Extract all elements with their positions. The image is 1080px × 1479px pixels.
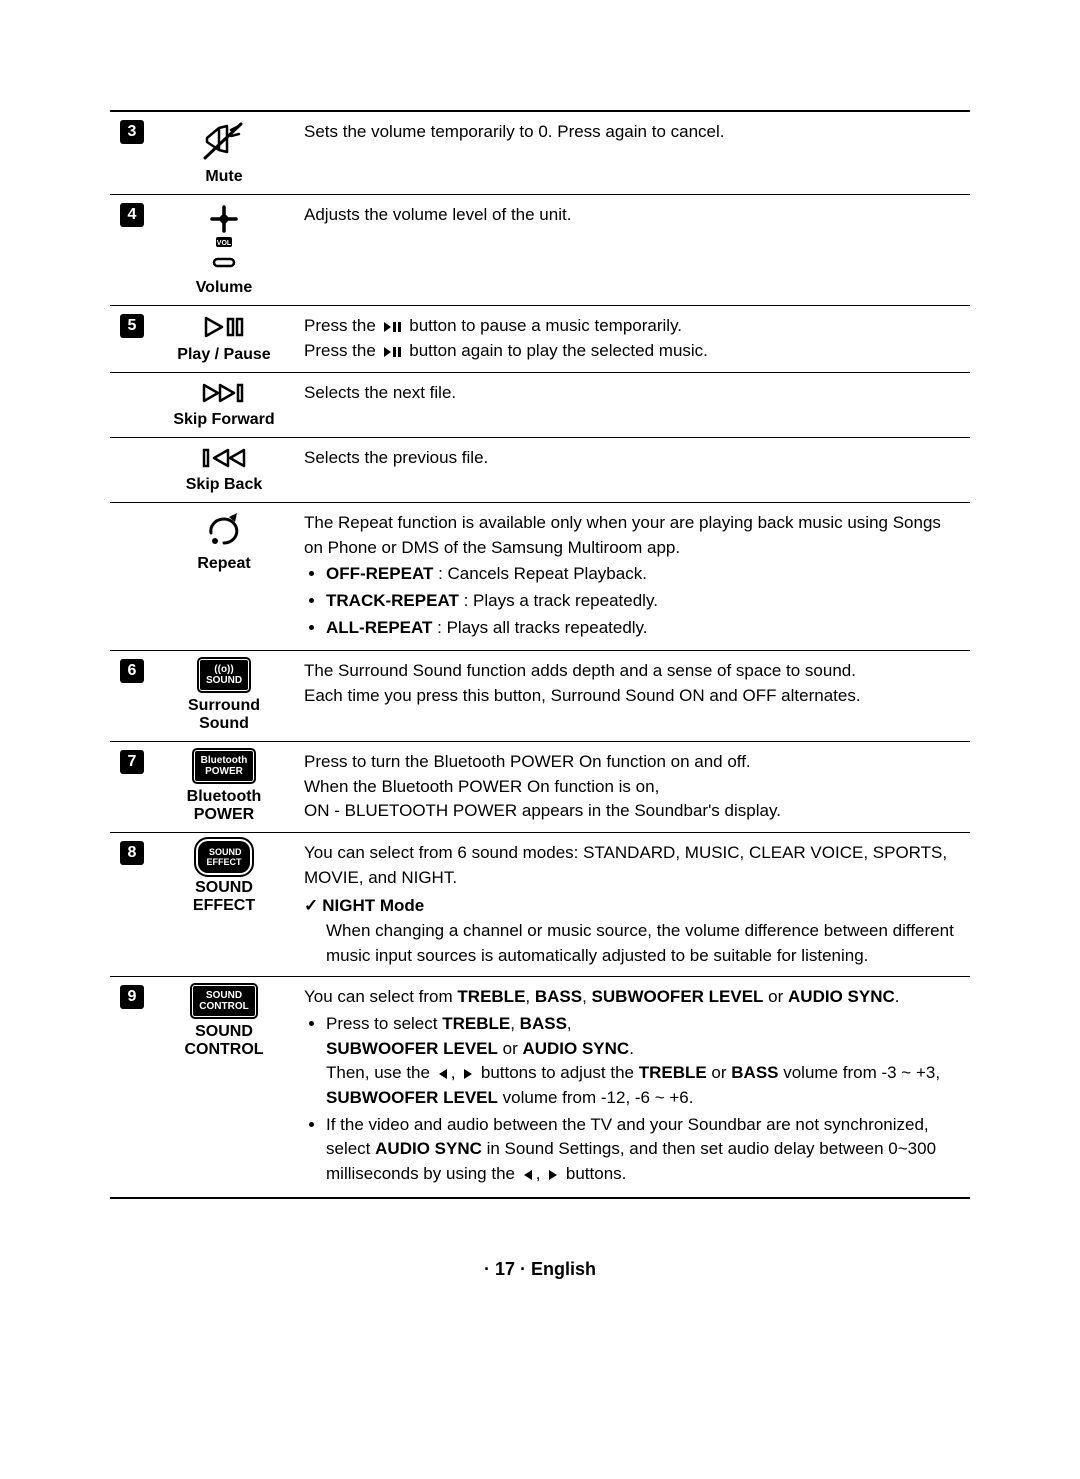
remote-button-table: 3 Mute Sets the volume temporarily to 0. … [110,110,970,1199]
row-number-cell: 4 [110,195,154,306]
soundeffect-icon: SOUNDEFFECT [164,841,284,873]
description-cell: The Repeat function is available only wh… [294,503,970,651]
icon-cell: Skip Back [154,438,294,503]
skipfwd-icon [164,381,284,405]
icon-label: SOUND CONTROL [164,1023,284,1059]
table-row: Skip Forward Selects the next file. [110,373,970,438]
icon-label: Volume [164,279,284,297]
number-badge: 8 [120,841,144,865]
number-badge: 7 [120,750,144,774]
description-cell: Press the button to pause a music tempor… [294,306,970,373]
row-number-cell: 6 [110,651,154,742]
icon-cell: Repeat [154,503,294,651]
icon-cell: VOL Volume [154,195,294,306]
table-row: 8 SOUNDEFFECT SOUND EFFECT You can select … [110,833,970,977]
row-number-cell: 8 [110,833,154,977]
table-row: Skip Back Selects the previous file. [110,438,970,503]
icon-label: Mute [164,168,284,186]
repeat-icon [164,511,284,549]
icon-cell: ((o))SOUND Surround Sound [154,651,294,742]
icon-label: Skip Back [164,476,284,494]
icon-cell: Play / Pause [154,306,294,373]
row-number-cell [110,503,154,651]
playpause-icon [164,314,284,340]
row-number-cell: 9 [110,977,154,1198]
page-number: 17 [495,1259,515,1279]
icon-cell: SOUNDCONTROL SOUND CONTROL [154,977,294,1198]
description-cell: You can select from 6 sound modes: STAND… [294,833,970,977]
description-cell: Press to turn the Bluetooth POWER On fun… [294,742,970,833]
description-cell: You can select from TREBLE, BASS, SUBWOO… [294,977,970,1198]
row-number-cell [110,438,154,503]
description-cell: Selects the previous file. [294,438,970,503]
svg-text:VOL: VOL [217,240,232,247]
description-cell: The Surround Sound function adds depth a… [294,651,970,742]
description-cell: Selects the next file. [294,373,970,438]
table-row: Repeat The Repeat function is available o… [110,503,970,651]
volume-icon: VOL [164,203,284,273]
icon-cell: SOUNDEFFECT SOUND EFFECT [154,833,294,977]
table-row: 3 Mute Sets the volume temporarily to 0. … [110,111,970,195]
number-badge: 4 [120,203,144,227]
table-row: 5 Play / Pause Press the button to pause … [110,306,970,373]
number-badge: 3 [120,120,144,144]
number-badge: 5 [120,314,144,338]
number-badge: 6 [120,659,144,683]
mute-icon [164,120,284,162]
table-row: 9 SOUNDCONTROL SOUND CONTROL You can select… [110,977,970,1198]
row-number-cell: 7 [110,742,154,833]
page-footer: · 17 · English [110,1259,970,1280]
icon-label: Skip Forward [164,411,284,429]
page-language: English [531,1259,596,1279]
btpower-icon: BluetoothPOWER [164,750,284,782]
row-number-cell [110,373,154,438]
row-number-cell: 3 [110,111,154,195]
icon-label: Bluetooth POWER [164,788,284,824]
table-row: 7 BluetoothPOWER Bluetooth POWER Press to t… [110,742,970,833]
icon-cell: Mute [154,111,294,195]
table-row: 4 VOL VolumeAdjusts the volume level of … [110,195,970,306]
icon-label: Repeat [164,555,284,573]
soundcontrol-icon: SOUNDCONTROL [164,985,284,1017]
row-number-cell: 5 [110,306,154,373]
icon-cell: Skip Forward [154,373,294,438]
number-badge: 9 [120,985,144,1009]
icon-cell: BluetoothPOWER Bluetooth POWER [154,742,294,833]
surround-icon: ((o))SOUND [164,659,284,691]
icon-label: Play / Pause [164,346,284,364]
table-row: 6 ((o))SOUND Surround Sound The Surround So… [110,651,970,742]
icon-label: Surround Sound [164,697,284,733]
skipback-icon [164,446,284,470]
description-cell: Adjusts the volume level of the unit. [294,195,970,306]
description-cell: Sets the volume temporarily to 0. Press … [294,111,970,195]
icon-label: SOUND EFFECT [164,879,284,915]
